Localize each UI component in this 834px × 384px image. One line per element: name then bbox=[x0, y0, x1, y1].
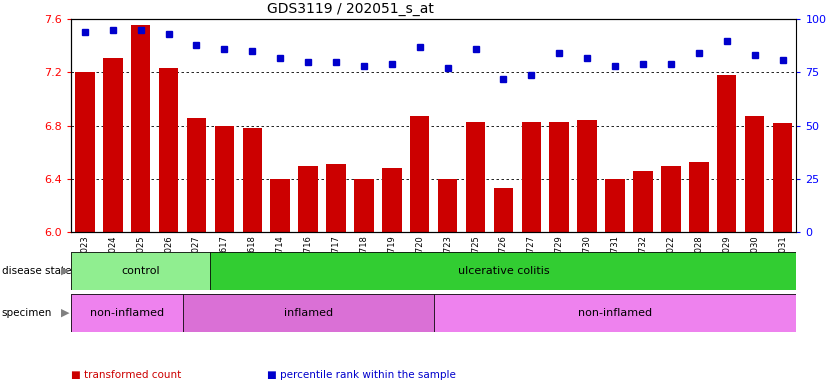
Bar bbox=[243, 128, 262, 232]
Bar bbox=[550, 122, 569, 232]
Bar bbox=[210, 252, 796, 290]
Text: control: control bbox=[121, 266, 160, 276]
Bar bbox=[689, 162, 709, 232]
Bar bbox=[717, 75, 736, 232]
Bar bbox=[183, 294, 434, 332]
Bar bbox=[103, 58, 123, 232]
Text: ulcerative colitis: ulcerative colitis bbox=[458, 266, 550, 276]
Text: ▶: ▶ bbox=[61, 308, 69, 318]
Text: ■ transformed count: ■ transformed count bbox=[71, 370, 181, 380]
Bar bbox=[773, 123, 792, 232]
Text: specimen: specimen bbox=[2, 308, 52, 318]
Text: disease state: disease state bbox=[2, 266, 71, 276]
Bar bbox=[410, 116, 430, 232]
Text: GDS3119 / 202051_s_at: GDS3119 / 202051_s_at bbox=[267, 2, 434, 16]
Bar bbox=[158, 68, 178, 232]
Bar bbox=[71, 294, 183, 332]
Text: non-inflamed: non-inflamed bbox=[578, 308, 652, 318]
Bar bbox=[633, 171, 653, 232]
Bar bbox=[745, 116, 765, 232]
Bar bbox=[577, 121, 597, 232]
Bar bbox=[354, 179, 374, 232]
Text: non-inflamed: non-inflamed bbox=[89, 308, 163, 318]
Bar bbox=[494, 189, 513, 232]
Bar bbox=[270, 179, 290, 232]
Bar bbox=[75, 73, 94, 232]
Bar bbox=[605, 179, 625, 232]
Bar bbox=[438, 179, 457, 232]
Bar bbox=[71, 252, 210, 290]
Bar bbox=[326, 164, 346, 232]
Text: ■ percentile rank within the sample: ■ percentile rank within the sample bbox=[267, 370, 455, 380]
Bar bbox=[434, 294, 796, 332]
Text: ▶: ▶ bbox=[61, 266, 69, 276]
Bar bbox=[661, 166, 681, 232]
Text: inflamed: inflamed bbox=[284, 308, 333, 318]
Bar bbox=[521, 122, 541, 232]
Bar bbox=[299, 166, 318, 232]
Bar bbox=[214, 126, 234, 232]
Bar bbox=[465, 122, 485, 232]
Bar bbox=[382, 169, 402, 232]
Bar bbox=[131, 25, 150, 232]
Bar bbox=[187, 118, 206, 232]
